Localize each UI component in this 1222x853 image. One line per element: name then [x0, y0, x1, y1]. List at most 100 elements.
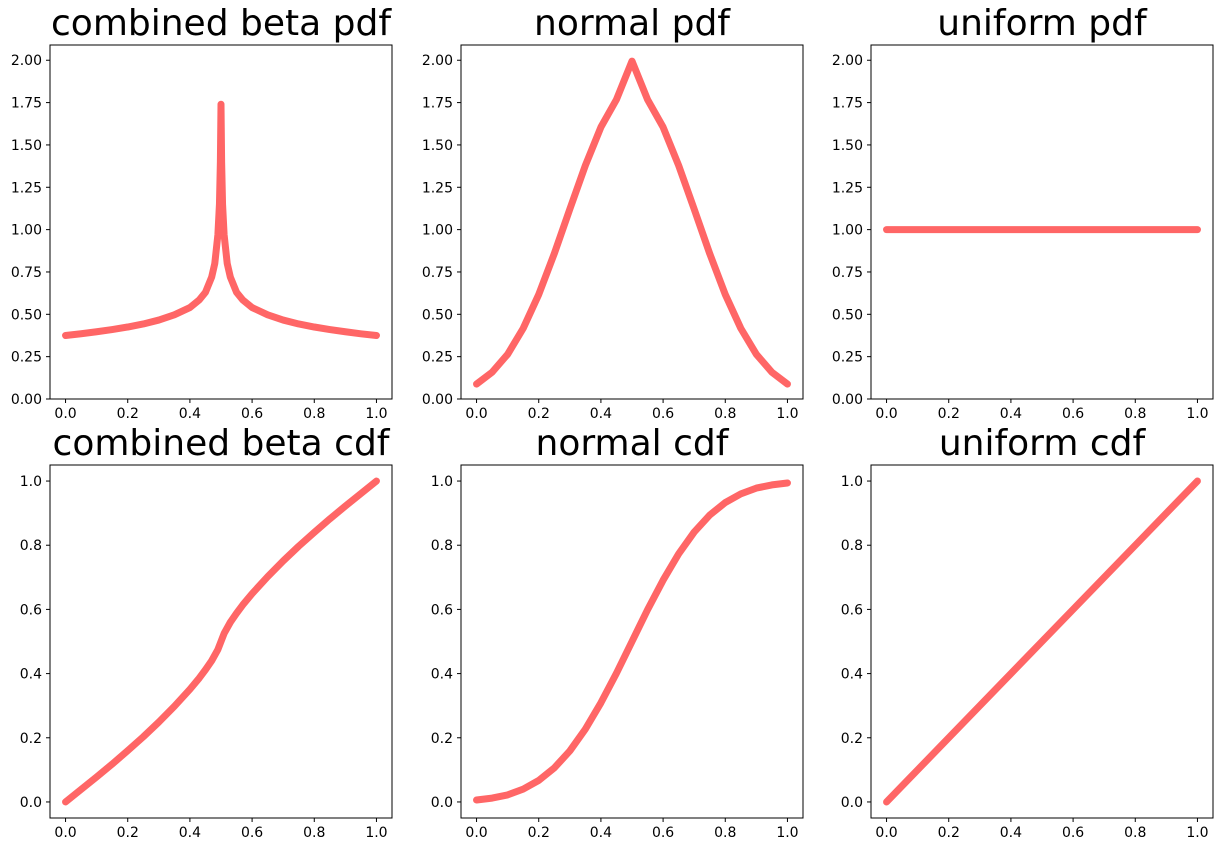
series-line [883, 477, 1201, 806]
x-tick-label: 0.6 [241, 406, 263, 422]
y-tick-label: 0.75 [422, 265, 453, 281]
y-tick-label: 0.4 [841, 667, 863, 683]
y-tick-label: 1.00 [832, 223, 863, 239]
x-tick-label: 0.8 [303, 406, 325, 422]
y-tick-label: 2.00 [422, 53, 453, 69]
subplot-title: combined beta pdf [51, 3, 392, 44]
y-tick-label: 0.75 [11, 265, 42, 281]
subplot-2: normal pdf 0.0 0.2 0.4 0.6 0.8 1.0 0.00 0.25 0.50… [422, 3, 804, 422]
subplot-title: normal cdf [536, 423, 730, 464]
y-tick-label: 0.6 [841, 602, 863, 618]
subplot-5: normal cdf 0.0 0.2 0.4 0.6 0.8 1.0 0.0 0.2 0.4 0.6… [431, 423, 804, 841]
x-tick-label: 0.0 [465, 406, 487, 422]
y-tick-label: 1.50 [832, 138, 863, 154]
y-tick-label: 0.00 [422, 392, 453, 408]
subplot-title: normal pdf [534, 3, 731, 44]
subplot-3: uniform pdf 0.0 0.2 0.4 0.6 0.8 1.0 0.00 0.25 0.5… [832, 3, 1214, 422]
x-tick-label: 0.6 [241, 825, 263, 841]
x-tick-label: 0.4 [1000, 406, 1022, 422]
y-tick-label: 0.6 [431, 602, 453, 618]
y-tick-label: 1.0 [20, 474, 42, 490]
x-tick-label: 1.0 [1186, 406, 1208, 422]
subplot-title: combined beta cdf [53, 423, 391, 464]
y-tick-label: 1.0 [431, 474, 453, 490]
y-tick-label: 0.0 [431, 795, 453, 811]
subplot-title: uniform cdf [939, 423, 1147, 464]
subplot-4: combined beta cdf 0.0 0.2 0.4 0.6 0.8 1.0 0.0 0.… [20, 423, 393, 841]
x-tick-label: 0.0 [875, 825, 897, 841]
y-tick-label: 1.75 [832, 96, 863, 112]
y-tick-label: 0.50 [832, 307, 863, 323]
x-tick-label: 0.6 [652, 825, 674, 841]
y-tick-label: 2.00 [11, 53, 42, 69]
y-tick-label: 1.50 [422, 138, 453, 154]
y-tick-label: 0.2 [20, 731, 42, 747]
x-tick-label: 0.8 [1124, 825, 1146, 841]
y-tick-label: 2.00 [832, 53, 863, 69]
y-tick-label: 0.8 [841, 538, 863, 554]
y-tick-label: 1.75 [422, 96, 453, 112]
axes-frame [870, 464, 1214, 819]
series-line [62, 100, 380, 339]
x-tick-label: 0.2 [938, 825, 960, 841]
y-tick-label: 0.0 [20, 795, 42, 811]
y-tick-label: 1.75 [11, 96, 42, 112]
x-tick-label: 0.4 [179, 406, 201, 422]
x-tick-label: 0.4 [590, 406, 612, 422]
axes-frame [870, 44, 1214, 400]
y-tick-label: 1.0 [841, 474, 863, 490]
y-tick-label: 0.8 [20, 538, 42, 554]
y-tick-label: 0.0 [841, 795, 863, 811]
series-line [62, 477, 380, 806]
subplot-6: uniform cdf 0.0 0.2 0.4 0.6 0.8 1.0 0.0 0.2 0.4 0.… [841, 423, 1214, 841]
y-tick-label: 1.25 [11, 180, 42, 196]
y-tick-label: 0.25 [11, 350, 42, 366]
x-tick-label: 0.2 [117, 406, 139, 422]
x-tick-label: 0.0 [875, 406, 897, 422]
x-tick-label: 0.8 [714, 825, 736, 841]
y-tick-label: 1.25 [832, 180, 863, 196]
x-tick-label: 0.4 [590, 825, 612, 841]
y-tick-label: 0.50 [422, 307, 453, 323]
x-tick-label: 0.8 [714, 406, 736, 422]
y-tick-label: 0.2 [841, 731, 863, 747]
x-tick-label: 0.2 [117, 825, 139, 841]
y-tick-label: 0.25 [832, 350, 863, 366]
x-tick-label: 0.2 [528, 825, 550, 841]
x-tick-label: 0.0 [54, 825, 76, 841]
y-tick-label: 1.25 [422, 180, 453, 196]
x-tick-label: 1.0 [1186, 825, 1208, 841]
y-tick-label: 1.00 [11, 223, 42, 239]
series-line [473, 479, 791, 804]
axes-frame [49, 464, 393, 819]
x-tick-label: 0.6 [652, 406, 674, 422]
x-tick-label: 1.0 [365, 406, 387, 422]
x-tick-label: 0.8 [303, 825, 325, 841]
y-tick-label: 0.6 [20, 602, 42, 618]
axes-frame [460, 44, 804, 400]
x-tick-label: 0.2 [938, 406, 960, 422]
x-tick-label: 0.4 [179, 825, 201, 841]
y-tick-label: 0.50 [11, 307, 42, 323]
x-tick-label: 0.2 [528, 406, 550, 422]
y-tick-label: 0.8 [431, 538, 453, 554]
y-tick-label: 0.00 [832, 392, 863, 408]
x-tick-label: 1.0 [365, 825, 387, 841]
y-tick-label: 0.4 [431, 667, 453, 683]
axes-frame [460, 464, 804, 819]
y-tick-label: 0.75 [832, 265, 863, 281]
x-tick-label: 0.0 [54, 406, 76, 422]
axes-frame [49, 44, 393, 400]
x-tick-label: 0.8 [1124, 406, 1146, 422]
x-tick-label: 1.0 [776, 825, 798, 841]
y-tick-label: 1.00 [422, 223, 453, 239]
x-tick-label: 1.0 [776, 406, 798, 422]
x-tick-label: 0.6 [1062, 406, 1084, 422]
x-tick-label: 0.0 [465, 825, 487, 841]
subplot-1: combined beta pdf 0.0 0.2 0.4 0.6 0.8 1.0 0.00 0… [11, 3, 393, 422]
x-tick-label: 0.4 [1000, 825, 1022, 841]
subplot-title: uniform pdf [937, 3, 1148, 44]
y-tick-label: 0.4 [20, 667, 42, 683]
